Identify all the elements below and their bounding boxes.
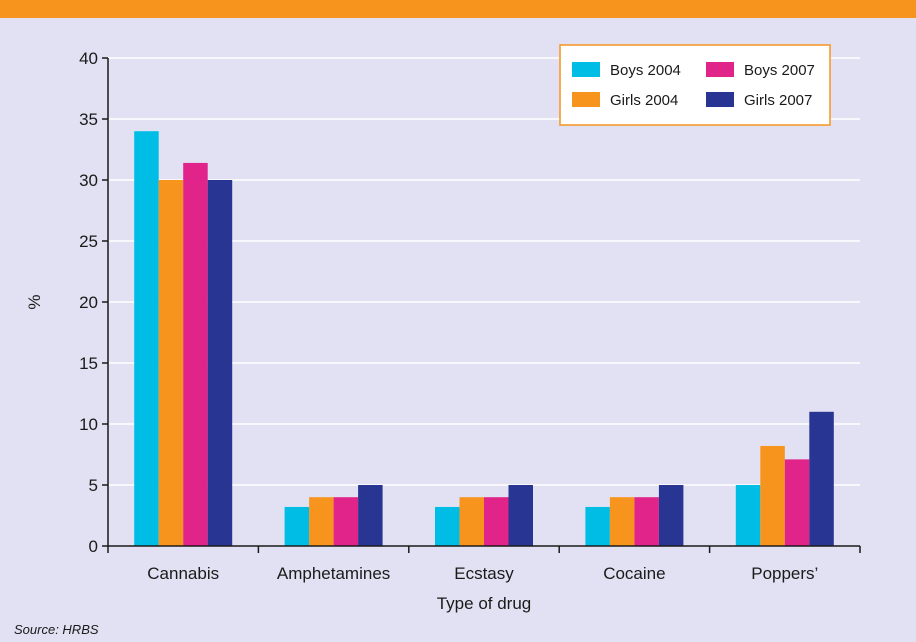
y-tick-label-20: 20: [79, 293, 98, 312]
y-tick-label-5: 5: [89, 476, 98, 495]
bar-girls-2007-poppers: [809, 411, 834, 546]
legend-swatch-boys-2004: [572, 62, 600, 77]
bar-girls-2007-cocaine: [658, 485, 684, 546]
y-tick-label-30: 30: [79, 171, 98, 190]
header-band: [0, 0, 916, 18]
x-axis-title: Type of drug: [437, 594, 532, 613]
legend-swatch-girls-2007: [706, 92, 734, 107]
legend-box: [559, 44, 831, 126]
category-label-cocaine: Cocaine: [603, 564, 665, 583]
bar-boys-2007-ecstasy: [484, 497, 509, 546]
category-label-poppers: Poppers’: [751, 564, 818, 583]
bar-girls-2004-ecstasy: [459, 497, 484, 546]
bar-boys-2004-amphetamines: [284, 506, 310, 546]
category-label-amphetamines: Amphetamines: [277, 564, 390, 583]
y-tick-label-10: 10: [79, 415, 98, 434]
legend-label-boys-2004: Boys 2004: [610, 62, 681, 79]
gridlines: [102, 57, 860, 547]
legend-swatch-girls-2004: [572, 92, 600, 107]
bar-girls-2007-amphetamines: [358, 485, 383, 546]
legend: Boys 2004 Girls 2004 Boys 2007 Girls 200…: [559, 44, 831, 126]
bars: [134, 131, 834, 547]
bar-boys-2007-amphetamines: [333, 497, 359, 546]
y-tick-label-35: 35: [79, 110, 98, 129]
legend-swatch-boys-2007: [706, 62, 734, 77]
bar-girls-2004-poppers: [760, 445, 785, 546]
bar-girls-2007-cannabis: [207, 180, 233, 546]
legend-label-boys-2007: Boys 2007: [744, 62, 815, 79]
source-note: Source: HRBS: [14, 622, 99, 637]
y-tick-label-0: 0: [89, 537, 98, 556]
bar-boys-2004-ecstasy: [435, 506, 460, 546]
bar-girls-2004-cocaine: [609, 497, 635, 546]
bar-boys-2004-cannabis: [134, 131, 159, 546]
y-tick-label-40: 40: [79, 49, 98, 68]
y-tick-labels: 0 5 10 15 20 25 30 35 40: [79, 49, 98, 556]
y-axis-title: %: [25, 294, 44, 309]
category-labels: Cannabis Amphetamines Ecstasy Cocaine Popper…: [147, 564, 818, 583]
bar-boys-2007-cannabis: [183, 162, 208, 547]
bar-boys-2004-poppers: [735, 485, 761, 546]
bar-boys-2007-cocaine: [634, 497, 659, 546]
bar-girls-2007-ecstasy: [508, 485, 533, 546]
y-tick-label-15: 15: [79, 354, 98, 373]
axes: [107, 58, 860, 547]
legend-label-girls-2004: Girls 2004: [610, 92, 678, 109]
category-label-cannabis: Cannabis: [147, 564, 219, 583]
x-tick-marks: [107, 546, 861, 553]
bar-girls-2004-cannabis: [158, 180, 184, 546]
bar-girls-2004-amphetamines: [309, 497, 334, 546]
legend-label-girls-2007: Girls 2007: [744, 92, 812, 109]
y-tick-label-25: 25: [79, 232, 98, 251]
category-label-ecstasy: Ecstasy: [454, 564, 514, 583]
bar-boys-2007-poppers: [784, 459, 810, 546]
bar-boys-2004-cocaine: [585, 506, 610, 546]
